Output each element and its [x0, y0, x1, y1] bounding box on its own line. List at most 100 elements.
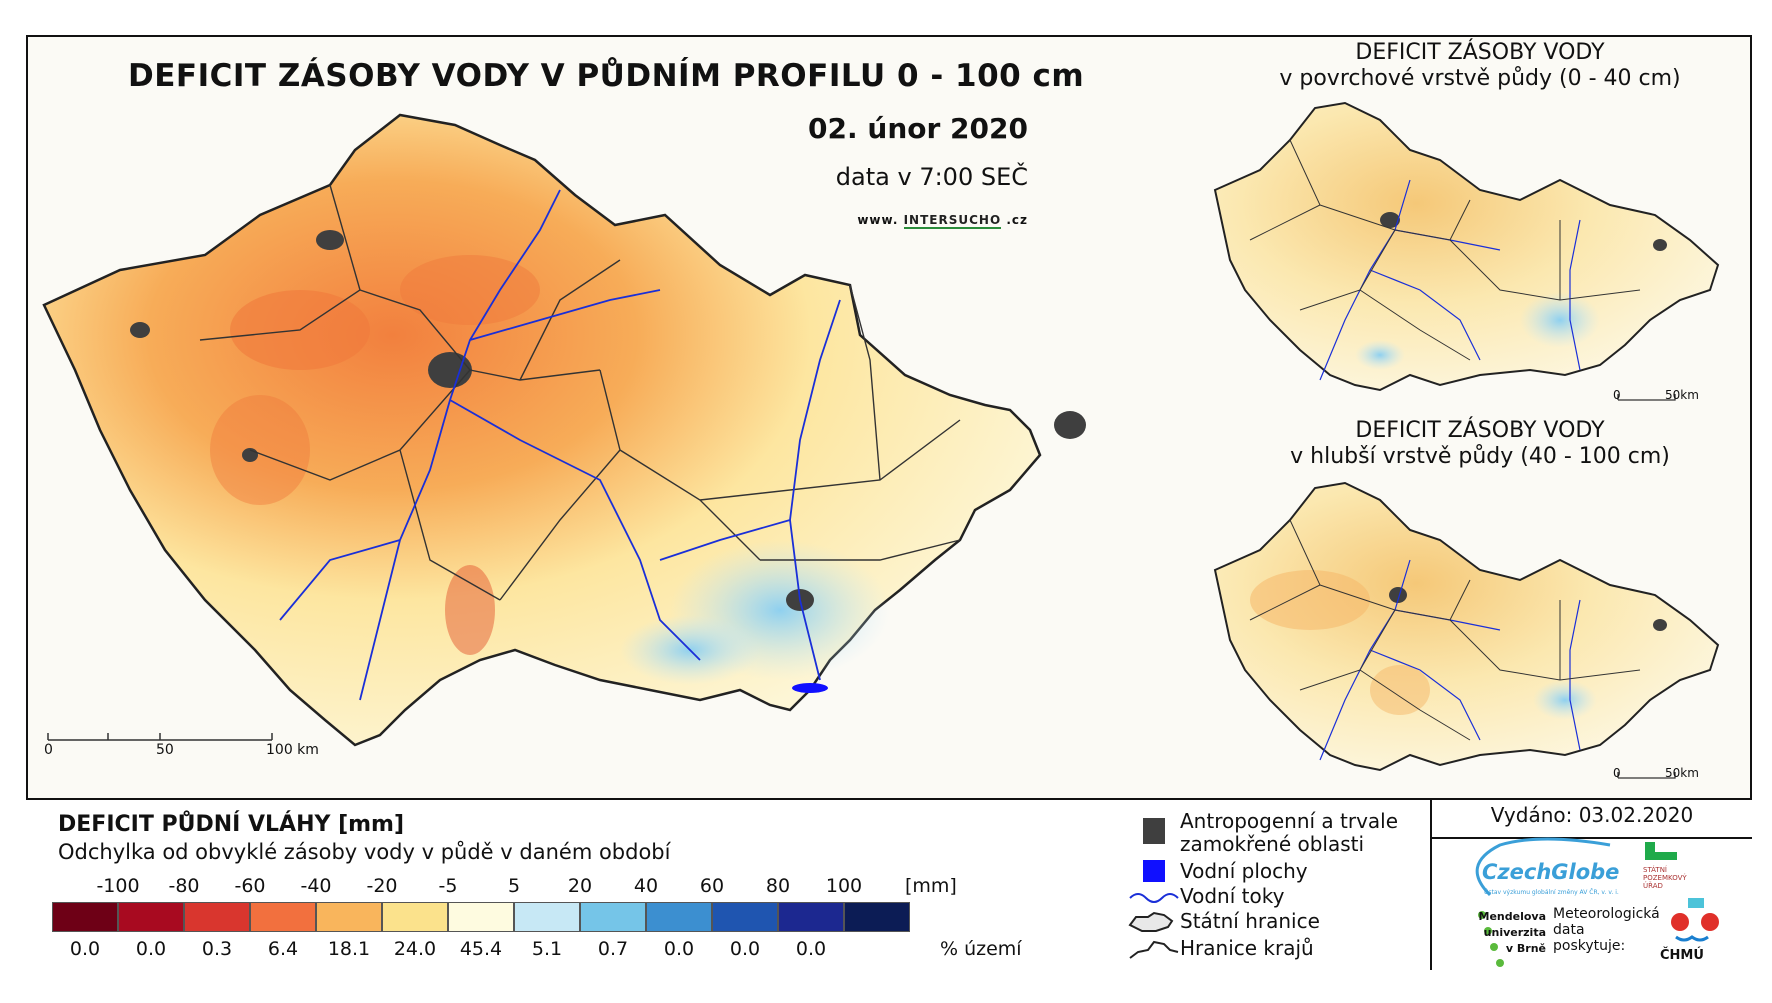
inset-top-title: DEFICIT ZÁSOBY VODY v povrchové vrstvě p…: [1250, 40, 1710, 92]
inset-bottom-title-line1: DEFICIT ZÁSOBY VODY: [1355, 418, 1605, 443]
main-date: 02. únor 2020: [808, 112, 1028, 145]
czechglobe-logo-subtext: Ústav výzkumu globální změny AV ČR, v. v…: [1484, 889, 1619, 896]
river-symbol: [1129, 893, 1179, 903]
spu-line2: POZEMKOVÝ: [1643, 874, 1687, 882]
czechglobe-logo-text: CzechGlobe: [1482, 860, 1620, 884]
legend-tick-label: -5: [438, 875, 458, 897]
anthropogenic-label-line2: zamokřené oblasti: [1180, 832, 1365, 856]
main-scale-label-100: 100 km: [266, 742, 319, 758]
legend-unit-mm: [mm]: [905, 875, 957, 897]
anthropogenic-label: Antropogenní a trvale zamokřené oblasti: [1180, 810, 1398, 856]
main-map-city-prague: [428, 352, 472, 388]
main-map: [42, 113, 1086, 747]
main-scale-label-0: 0: [44, 742, 53, 758]
legend-swatch: [184, 902, 250, 932]
region-border-symbol: [1129, 940, 1179, 959]
water-body-swatch: [1143, 860, 1165, 882]
mendel-line3: v Brně: [1505, 942, 1546, 955]
meteo-line3: poskytuje:: [1553, 938, 1626, 954]
legend-swatch: [844, 902, 910, 932]
legend-swatch: [52, 902, 118, 932]
legend-class-percent: 18.1: [327, 938, 371, 960]
chmu-logo-text: ČHMÚ: [1660, 948, 1704, 963]
legend-tick-label: 100: [825, 875, 863, 897]
mendel-dot: [1478, 911, 1486, 919]
mendel-line1: Mendelova: [1478, 910, 1547, 923]
website-suffix: .cz: [1006, 213, 1028, 227]
legend-class-percent: 0.0: [729, 938, 761, 960]
legend-unit-pct: % území: [940, 938, 1022, 960]
region-border-label: Hranice krajů: [1180, 936, 1314, 960]
website-brand: INTERSUCHO: [903, 213, 1002, 229]
inset-top-wet-area: [1520, 292, 1600, 348]
legend-swatch: [448, 902, 514, 932]
symbol-legend: [1128, 818, 1179, 959]
legend-swatch: [514, 902, 580, 932]
legend-swatch: [316, 902, 382, 932]
inset-top-scale-bar: [1617, 394, 1676, 401]
logos: [1475, 837, 1719, 967]
legend-swatch: [712, 902, 778, 932]
inset-bottom-wet-area: [1533, 680, 1597, 720]
inset-bottom-region-borders: [1249, 519, 1641, 741]
chmu-logo-circle: [1701, 913, 1719, 931]
main-map-city-ostrava: [1054, 411, 1086, 439]
main-map-country: [42, 113, 1042, 747]
legend-swatch: [778, 902, 844, 932]
main-map-region-borders: [199, 184, 961, 601]
river-label: Vodní toky: [1180, 884, 1285, 908]
legend-subtitle: Odchylka od obvyklé zásoby vody v půdě v…: [58, 840, 671, 864]
main-scale-label-50: 50: [156, 742, 174, 758]
mendel-dot: [1496, 959, 1504, 967]
meteo-data-provider-text: Meteorologická data poskytuje:: [1553, 906, 1660, 954]
inset-top-scale-label-0: 0: [1613, 388, 1621, 402]
legend-divider-vertical: [1430, 798, 1432, 970]
inset-bottom-title: DEFICIT ZÁSOBY VODY v hlubší vrstvě půdy…: [1250, 418, 1710, 470]
legend-divider-horizontal: [1430, 837, 1752, 839]
anthropogenic-swatch: [1143, 818, 1165, 844]
legend-tick-label: -20: [366, 875, 398, 897]
mendel-dot: [1484, 927, 1492, 935]
water-body-label: Vodní plochy: [1180, 859, 1308, 883]
legend-swatch: [250, 902, 316, 932]
legend-tick-label: 20: [567, 875, 593, 897]
chmu-logo-circle: [1671, 913, 1689, 931]
inset-bottom-title-line2: v hlubší vrstvě půdy (40 - 100 cm): [1290, 444, 1670, 469]
website-link[interactable]: www. INTERSUCHO .cz: [840, 213, 1028, 229]
inset-bottom-scale-label-0: 0: [1613, 766, 1621, 780]
inset-bottom-scale-label-50: 50km: [1665, 766, 1699, 780]
legend-panel: [26, 798, 1752, 970]
inset-top-city: [1380, 212, 1400, 228]
legend-class-percent: 0.7: [597, 938, 629, 960]
inset-bottom-city: [1653, 619, 1667, 631]
legend-swatch: [646, 902, 712, 932]
legend-class-percent: 0.0: [663, 938, 695, 960]
main-map-city: [316, 230, 344, 250]
main-map-dry-area: [400, 255, 540, 325]
inset-top-region-borders: [1249, 139, 1641, 361]
main-map-city: [130, 322, 150, 338]
main-map-rivers: [279, 189, 841, 701]
website-prefix: www.: [857, 213, 899, 227]
main-title: DEFICIT ZÁSOBY VODY V PŮDNÍM PROFILU 0 -…: [128, 58, 1085, 94]
legend-tick-label: 5: [507, 875, 521, 897]
legend-swatch: [580, 902, 646, 932]
main-scale-bar: [47, 733, 273, 741]
legend-tick-label: 40: [633, 875, 659, 897]
legend-swatch: [382, 902, 448, 932]
spu-line1: STÁTNÍ: [1643, 866, 1667, 874]
legend-swatch: [118, 902, 184, 932]
anthropogenic-label-line1: Antropogenní a trvale: [1180, 809, 1399, 833]
legend-class-percent: 5.1: [531, 938, 563, 960]
legend-tick-label: -100: [96, 875, 140, 897]
mendel-university-logo-text: Mendelova univerzita v Brně: [1466, 909, 1547, 957]
inset-top-title-line1: DEFICIT ZÁSOBY VODY: [1355, 40, 1605, 65]
issued-date: Vydáno: 03.02.2020: [1490, 803, 1694, 827]
main-map-dry-area: [210, 395, 310, 505]
inset-top-map: [1213, 101, 1720, 401]
legend-class-percent: 0.0: [795, 938, 827, 960]
spu-logo-text: STÁTNÍ POZEMKOVÝ ÚŘAD: [1643, 866, 1703, 890]
inset-top-wet-area: [1355, 340, 1405, 370]
czechglobe-logo-arc: [1475, 837, 1611, 897]
legend-class-percent: 0.0: [135, 938, 167, 960]
